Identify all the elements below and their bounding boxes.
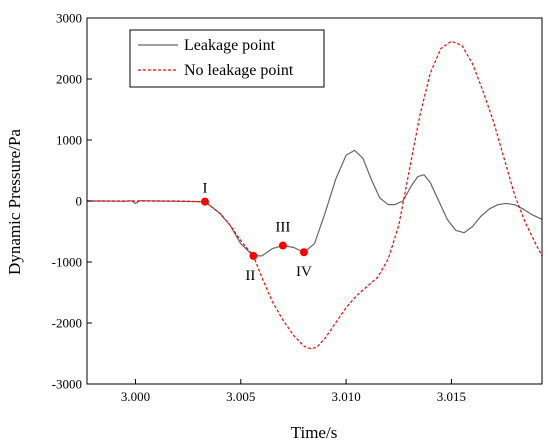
x-tick-label: 3.010 — [331, 389, 360, 404]
x-tick-label: 3.015 — [437, 389, 466, 404]
marker-point-3 — [278, 241, 287, 250]
y-axis-title: Dynamic Pressure/Pa — [5, 129, 24, 275]
y-tick-label: -2000 — [52, 316, 82, 331]
y-tick-label: 0 — [76, 194, 83, 209]
y-tick-label: 3000 — [56, 11, 82, 26]
legend-box — [129, 29, 325, 88]
y-tick-label: -3000 — [52, 377, 82, 392]
marker-label-2: II — [245, 268, 255, 284]
marker-point-4 — [299, 248, 308, 257]
y-tick-label: -1000 — [52, 255, 82, 270]
legend-label-no-leakage-point: No leakage point — [184, 62, 294, 79]
x-tick-label: 3.005 — [226, 389, 255, 404]
marker-label-4: IV — [296, 264, 312, 280]
marker-point-2 — [249, 251, 258, 260]
series-line-no-leakage-point — [87, 40, 542, 350]
x-tick-label: 3.000 — [121, 389, 150, 404]
marker-label-3: III — [275, 220, 290, 236]
legend-label-leakage-point: Leakage point — [184, 37, 276, 54]
x-axis-title: Time/s — [291, 423, 338, 442]
y-tick-label: 2000 — [56, 72, 82, 87]
y-tick-label: 1000 — [56, 133, 82, 148]
marker-point-1 — [200, 197, 209, 206]
marker-label-1: I — [202, 181, 207, 197]
legend: Leakage point No leakage point — [129, 29, 325, 88]
series-line-leakage-point — [87, 149, 542, 257]
